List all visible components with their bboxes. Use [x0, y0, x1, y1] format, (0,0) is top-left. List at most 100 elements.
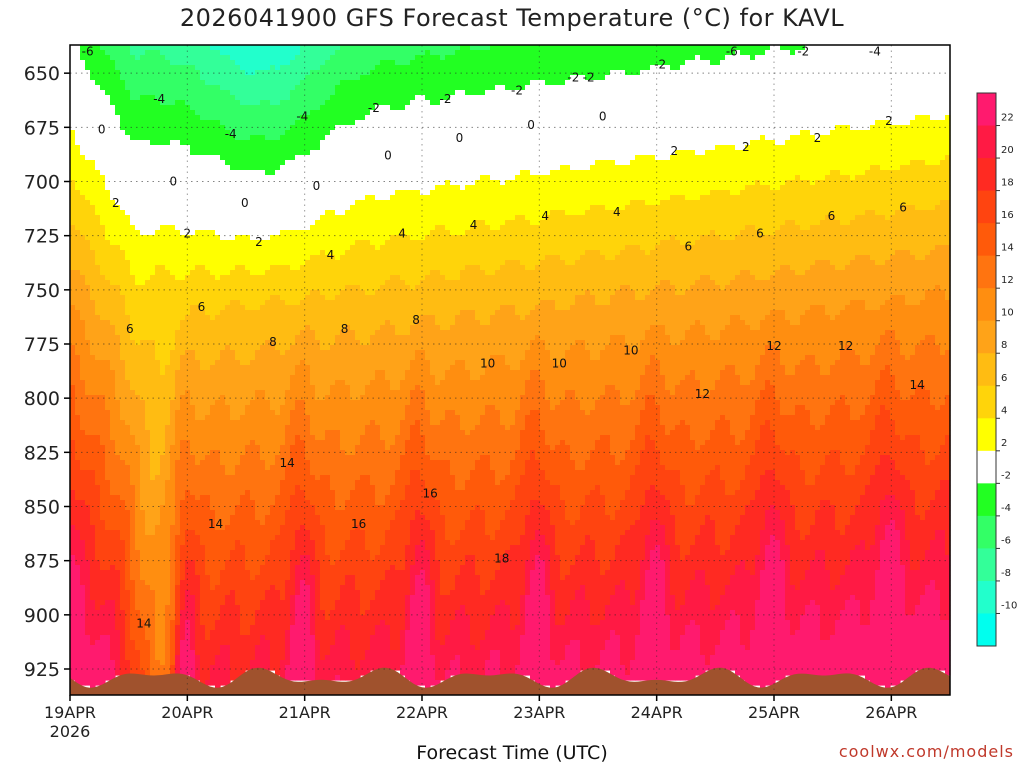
temperature-cell — [190, 115, 196, 121]
temperature-cell — [260, 255, 266, 261]
temperature-cell — [170, 480, 176, 486]
temperature-cell — [95, 675, 101, 681]
temperature-cell — [85, 590, 91, 596]
temperature-cell — [220, 620, 226, 626]
temperature-cell — [135, 570, 141, 576]
temperature-cell — [75, 480, 81, 486]
temperature-cell — [255, 325, 261, 331]
temperature-cell — [190, 285, 196, 291]
temperature-cell — [195, 95, 201, 101]
temperature-cell — [190, 235, 196, 241]
temperature-cell — [75, 60, 81, 66]
temperature-cell — [170, 655, 176, 661]
temperature-cell — [250, 195, 256, 201]
temperature-cell — [110, 380, 116, 386]
temperature-cell — [235, 365, 241, 371]
temperature-cell — [90, 360, 96, 366]
temperature-cell — [230, 180, 236, 186]
temperature-cell — [205, 355, 211, 361]
temperature-cell — [95, 170, 101, 176]
temperature-cell — [100, 240, 106, 246]
temperature-cell — [125, 420, 131, 426]
temperature-cell — [250, 555, 256, 561]
temperature-cell — [245, 510, 251, 516]
temperature-cell — [110, 575, 116, 581]
temperature-cell — [85, 280, 91, 286]
temperature-cell — [175, 525, 181, 531]
temperature-cell — [230, 300, 236, 306]
temperature-cell — [145, 335, 151, 341]
temperature-cell — [200, 380, 206, 386]
temperature-cell — [245, 295, 251, 301]
temperature-cell — [160, 105, 166, 111]
temperature-cell — [85, 275, 91, 281]
temperature-cell — [115, 195, 121, 201]
temperature-cell — [190, 155, 196, 161]
temperature-cell — [110, 150, 116, 156]
temperature-cell — [150, 360, 156, 366]
temperature-cell — [190, 100, 196, 106]
temperature-cell — [150, 145, 156, 151]
temperature-cell — [130, 180, 136, 186]
temperature-cell — [85, 415, 91, 421]
temperature-cell — [105, 460, 111, 466]
temperature-cell — [135, 325, 141, 331]
temperature-cell — [190, 540, 196, 546]
temperature-cell — [260, 265, 266, 271]
temperature-cell — [255, 465, 261, 471]
temperature-cell — [210, 280, 216, 286]
temperature-cell — [165, 410, 171, 416]
temperature-cell — [200, 185, 206, 191]
temperature-cell — [170, 485, 176, 491]
temperature-cell — [215, 420, 221, 426]
temperature-cell — [105, 265, 111, 271]
temperature-cell — [120, 325, 126, 331]
temperature-cell — [180, 390, 186, 396]
temperature-cell — [210, 225, 216, 231]
temperature-cell — [150, 485, 156, 491]
temperature-cell — [205, 405, 211, 411]
temperature-cell — [225, 180, 231, 186]
temperature-cell — [245, 565, 251, 571]
temperature-cell — [70, 55, 76, 61]
temperature-cell — [150, 660, 156, 666]
temperature-cell — [115, 150, 121, 156]
temperature-cell — [205, 655, 211, 661]
temperature-cell — [205, 445, 211, 451]
temperature-cell — [205, 250, 211, 256]
temperature-cell — [230, 75, 236, 81]
temperature-cell — [235, 70, 241, 76]
temperature-cell — [145, 205, 151, 211]
temperature-cell — [240, 445, 246, 451]
temperature-cell — [135, 660, 141, 666]
temperature-cell — [175, 275, 181, 281]
temperature-cell — [105, 565, 111, 571]
temperature-cell — [135, 410, 141, 416]
temperature-cell — [95, 560, 101, 566]
temperature-cell — [185, 60, 191, 66]
temperature-cell — [105, 650, 111, 656]
temperature-cell — [210, 370, 216, 376]
temperature-cell — [210, 390, 216, 396]
temperature-cell — [135, 365, 141, 371]
temperature-cell — [115, 485, 121, 491]
temperature-cell — [70, 215, 76, 221]
temperature-cell — [225, 415, 231, 421]
temperature-cell — [195, 485, 201, 491]
temperature-cell — [175, 195, 181, 201]
temperature-cell — [240, 190, 246, 196]
temperature-cell — [90, 550, 96, 556]
temperature-cell — [235, 120, 241, 126]
temperature-cell — [105, 520, 111, 526]
temperature-cell — [205, 465, 211, 471]
temperature-cell — [220, 340, 226, 346]
temperature-cell — [75, 110, 81, 116]
temperature-cell — [225, 475, 231, 481]
temperature-cell — [200, 265, 206, 271]
temperature-cell — [100, 395, 106, 401]
temperature-cell — [220, 580, 226, 586]
temperature-cell — [195, 150, 201, 156]
temperature-cell — [175, 345, 181, 351]
temperature-cell — [220, 160, 226, 166]
temperature-cell — [245, 155, 251, 161]
